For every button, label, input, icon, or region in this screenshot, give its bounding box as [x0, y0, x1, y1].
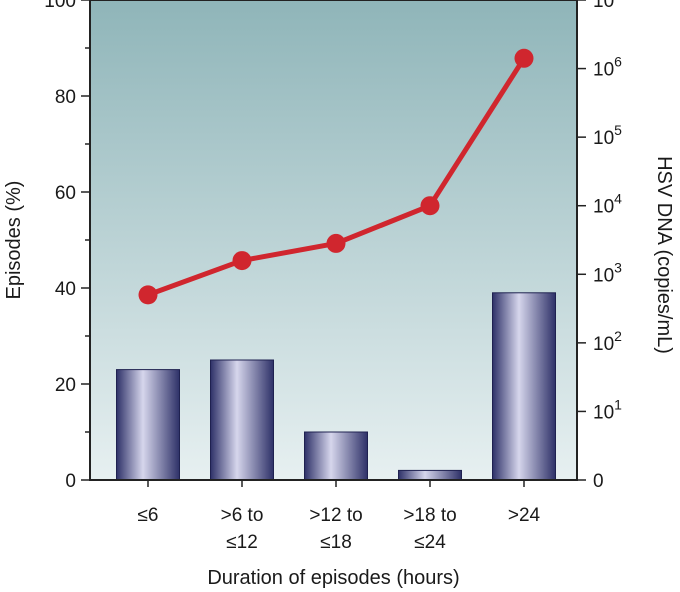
bar — [398, 469, 462, 481]
right-tick-label: 104 — [593, 191, 622, 218]
hsv-dna-point — [420, 196, 440, 216]
category-label: >12 to ≤18 — [309, 505, 362, 553]
left-tick-label: 40 — [55, 279, 76, 300]
bar — [116, 369, 180, 481]
left-tick-label: 60 — [55, 183, 76, 204]
right-tick-label: 103 — [593, 259, 622, 286]
category-label: >24 — [508, 505, 541, 526]
category-label: ≤6 — [138, 505, 159, 526]
category-label: >6 to ≤12 — [221, 505, 264, 553]
hsv-dna-point — [232, 251, 252, 271]
right-tick-label: 105 — [593, 122, 622, 149]
left-axis-title: Episodes (%) — [3, 181, 25, 300]
bar — [210, 359, 274, 481]
bar — [492, 292, 556, 481]
category-label: >18 to ≤24 — [403, 505, 456, 553]
hsv-dna-point — [138, 285, 158, 305]
left-tick-label: 100 — [44, 0, 76, 12]
bar — [304, 431, 368, 481]
left-tick-label: 80 — [55, 87, 76, 108]
right-tick-label: 102 — [593, 328, 622, 355]
right-tick-label: 106 — [593, 54, 622, 81]
right-axis-title: HSV DNA (copies/mL) — [653, 156, 675, 354]
hsv-dna-point — [326, 233, 346, 253]
hsv-dna-point — [514, 48, 534, 68]
right-tick-label: 101 — [593, 396, 622, 423]
right-tick-label: 0 — [593, 471, 604, 492]
x-axis-title: Duration of episodes (hours) — [207, 567, 459, 589]
right-tick-label: 107 — [593, 0, 622, 12]
left-tick-label: 0 — [65, 471, 76, 492]
left-tick-label: 20 — [55, 375, 76, 396]
